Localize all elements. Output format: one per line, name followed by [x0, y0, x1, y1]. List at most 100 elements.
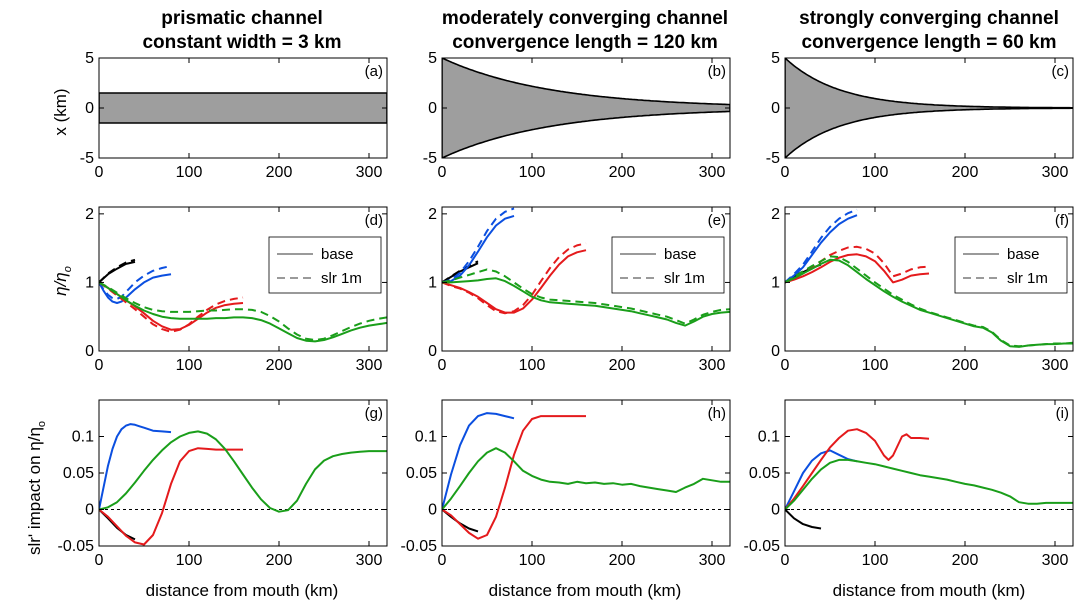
xtick-label-g-3: 300 — [356, 552, 383, 569]
xtick-label-b-2: 200 — [609, 164, 636, 181]
xtick-label-i-1: 100 — [862, 552, 889, 569]
xtick-label-f-3: 300 — [1042, 357, 1069, 374]
series-e-blue-dashed — [442, 207, 515, 284]
series-f-blue-dashed — [785, 208, 858, 284]
panel-label-c: (c) — [1052, 63, 1070, 80]
series-g-blue-solid — [99, 423, 172, 510]
series-i-black-solid — [785, 508, 822, 530]
panel-i-background — [785, 400, 1073, 546]
ytick-label-g-0: -0.05 — [58, 538, 95, 555]
channel-outline-a — [99, 92, 387, 124]
panel-label-a: (a) — [365, 63, 383, 80]
ytick-label-g-2: 0.05 — [63, 465, 94, 482]
ytick-label-d-0: 0 — [85, 343, 94, 360]
legend-e: base slr 1m — [611, 236, 725, 294]
column-title-1-line2: constant width = 3 km — [142, 32, 341, 53]
ytick-label-b-0: -5 — [423, 150, 437, 167]
ytick-label-g-1: 0 — [85, 502, 94, 519]
xtick-label-a-0: 0 — [95, 164, 104, 181]
xtick-label-d-2: 200 — [266, 357, 293, 374]
panel-label-d: (d) — [365, 212, 383, 229]
ytick-label-h-1: 0 — [428, 502, 437, 519]
xtick-label-e-1: 100 — [519, 357, 546, 374]
ytick-label-c-0: -5 — [766, 150, 780, 167]
xtick-label-g-2: 200 — [266, 552, 293, 569]
ytick-label-c-1: 0 — [771, 100, 780, 117]
ytick-label-b-1: 0 — [428, 100, 437, 117]
xtick-label-f-0: 0 — [781, 357, 790, 374]
legend-box-f — [954, 236, 1068, 294]
panel-c: 0 100 200 300-505(c) — [766, 50, 1074, 181]
xtick-label-e-3: 300 — [699, 357, 726, 374]
xtick-label-b-3: 300 — [699, 164, 726, 181]
legend-base-label-f: base — [1007, 246, 1040, 263]
xtick-label-e-0: 0 — [438, 357, 447, 374]
y-axis-label-row2-sub: o — [62, 266, 74, 272]
ytick-label-i-0: -0.05 — [744, 538, 781, 555]
xtick-label-e-2: 200 — [609, 357, 636, 374]
series-d-blue-dashed — [99, 265, 172, 300]
ytick-label-i-1: 0 — [771, 502, 780, 519]
column-title-3-line2: convergence length = 60 km — [801, 32, 1056, 53]
panel-label-b: (b) — [708, 63, 726, 80]
x-axis-label-col2: distance from mouth (km) — [489, 581, 682, 600]
ytick-label-f-0: 0 — [771, 343, 780, 360]
xtick-label-g-1: 100 — [176, 552, 203, 569]
ytick-label-f-1: 1 — [771, 274, 780, 291]
ytick-label-a-0: -5 — [80, 150, 94, 167]
y-axis-label-row3-main: slr' impact on η/η — [25, 427, 44, 555]
y-axis-label-row1: x (km) — [51, 88, 70, 135]
xtick-label-d-1: 100 — [176, 357, 203, 374]
xtick-label-c-3: 300 — [1042, 164, 1069, 181]
ytick-label-a-2: 5 — [85, 50, 94, 67]
y-axis-label-row2-main: η/η — [51, 272, 70, 296]
column-title-2-line1: moderately converging channel — [442, 8, 728, 29]
xtick-label-f-2: 200 — [952, 357, 979, 374]
channel-outline-b — [442, 58, 730, 158]
series-g-green-solid — [99, 430, 387, 513]
series-e-red-solid — [442, 249, 587, 314]
y-axis-label-row3-sub: o — [36, 421, 48, 427]
xtick-label-d-3: 300 — [356, 357, 383, 374]
column-title-3-line1: strongly converging channel — [799, 8, 1059, 29]
xtick-label-c-0: 0 — [781, 164, 790, 181]
xtick-label-i-0: 0 — [781, 552, 790, 569]
y-axis-label-row2: η/ηo — [51, 266, 74, 296]
panel-label-e: (e) — [708, 212, 726, 229]
xtick-label-h-2: 200 — [609, 552, 636, 569]
xtick-label-c-2: 200 — [952, 164, 979, 181]
xtick-label-f-1: 100 — [862, 357, 889, 374]
series-i-red-solid — [785, 428, 930, 511]
xtick-label-g-0: 0 — [95, 552, 104, 569]
legend-base-label-d: base — [321, 246, 354, 263]
xtick-label-a-2: 200 — [266, 164, 293, 181]
panel-e-frame — [441, 206, 731, 352]
ytick-label-i-2: 0.05 — [749, 465, 780, 482]
xtick-label-h-3: 300 — [699, 552, 726, 569]
legend-slr-label-d: slr 1m — [321, 270, 362, 287]
series-h-blue-solid — [442, 412, 515, 510]
ytick-label-e-0: 0 — [428, 343, 437, 360]
ytick-label-d-1: 1 — [85, 274, 94, 291]
channel-outline-c — [785, 58, 1073, 158]
series-f-red-solid — [785, 253, 930, 284]
xtick-label-i-3: 300 — [1042, 552, 1069, 569]
series-h-red-solid — [442, 415, 586, 540]
column-title-2-line2: convergence length = 120 km — [452, 32, 718, 53]
xtick-label-a-1: 100 — [176, 164, 203, 181]
legend-f: base slr 1m — [954, 236, 1068, 294]
series-e-green-dashed — [442, 268, 730, 325]
column-title-1-line1: prismatic channel — [161, 8, 323, 29]
series-d-green-dashed — [99, 281, 387, 341]
legend-slr-label-e: slr 1m — [664, 270, 705, 287]
series-i-green-solid — [785, 458, 1073, 511]
legend-d: base slr 1m — [268, 236, 382, 294]
panel-d-frame — [98, 206, 388, 352]
series-d-red-dashed — [99, 281, 244, 333]
series-f-blue-solid — [785, 214, 858, 284]
ytick-label-d-2: 2 — [85, 206, 94, 223]
xtick-label-b-1: 100 — [519, 164, 546, 181]
